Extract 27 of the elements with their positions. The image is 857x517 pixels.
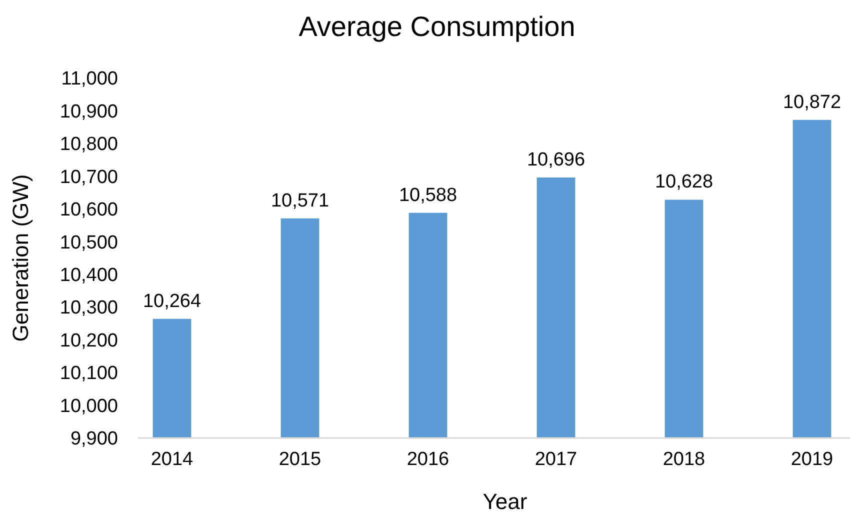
x-axis-title: Year bbox=[482, 489, 528, 514]
x-tick-label: 2014 bbox=[150, 449, 194, 470]
y-tick-label: 10,500 bbox=[60, 232, 118, 254]
y-tick-label: 10,900 bbox=[60, 101, 118, 122]
y-tick-label: 11,000 bbox=[61, 68, 118, 90]
x-tick-label: 2018 bbox=[662, 449, 706, 470]
data-label: 10,696 bbox=[526, 149, 586, 170]
x-tick-label: 2017 bbox=[534, 449, 578, 470]
data-label: 10,571 bbox=[270, 190, 330, 212]
data-label: 10,264 bbox=[142, 290, 202, 312]
y-tick-label: 10,700 bbox=[60, 166, 118, 188]
x-tick-label: 2016 bbox=[406, 449, 450, 470]
y-tick-label: 10,400 bbox=[60, 265, 118, 286]
data-label: 10,588 bbox=[398, 184, 458, 206]
y-tick-label: 10,600 bbox=[60, 200, 118, 221]
data-label: 10,628 bbox=[654, 172, 714, 193]
data-label: 10,872 bbox=[782, 92, 842, 113]
x-tick-label: 2019 bbox=[790, 449, 834, 470]
y-tick-label: 9,900 bbox=[70, 428, 118, 450]
y-axis-title: Generation (GW) bbox=[8, 174, 33, 342]
y-tick-label: 10,800 bbox=[60, 134, 118, 156]
y-tick-label: 10,200 bbox=[60, 330, 118, 352]
y-tick-label: 10,000 bbox=[60, 396, 118, 417]
chart-title: Average Consumption bbox=[298, 11, 576, 42]
x-tick-label: 2015 bbox=[278, 449, 322, 470]
y-tick-label: 10,100 bbox=[60, 363, 118, 384]
y-tick-label: 10,300 bbox=[60, 298, 118, 319]
